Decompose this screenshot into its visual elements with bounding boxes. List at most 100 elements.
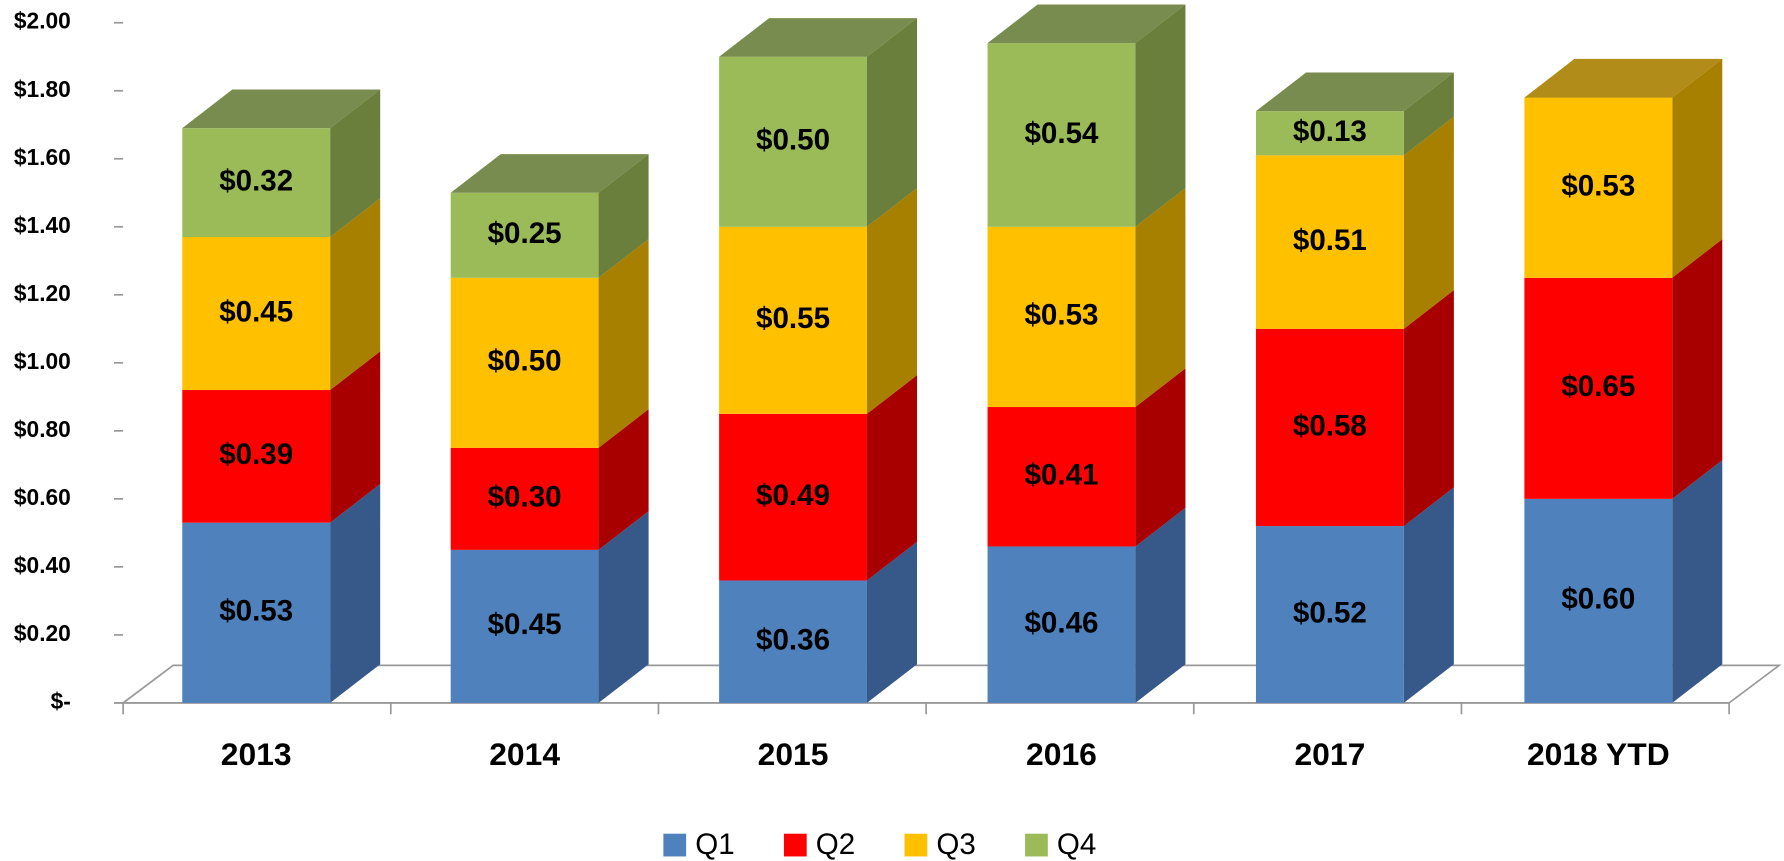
bar — [182, 522, 331, 703]
value-label: $0.65 — [1561, 370, 1635, 403]
bar — [987, 226, 1136, 408]
y-tick-label: $0.20 — [14, 620, 71, 646]
bar-side — [598, 154, 649, 278]
legend-label: Q4 — [1057, 828, 1096, 861]
bar-side — [1403, 116, 1454, 329]
bar — [1524, 498, 1673, 703]
legend-swatch — [904, 833, 928, 857]
bar-side — [866, 541, 918, 703]
bar-top — [1524, 58, 1723, 98]
bar — [987, 407, 1136, 547]
bar — [182, 128, 331, 237]
bar — [450, 277, 599, 448]
value-label: $0.45 — [219, 295, 293, 328]
bar-side — [1403, 72, 1454, 156]
bar-side — [866, 375, 918, 581]
value-label: $0.41 — [1024, 459, 1098, 492]
legend-label: Q1 — [695, 828, 734, 861]
y-tick-label: $1.00 — [14, 348, 71, 374]
bar-side — [330, 351, 381, 523]
bar-side — [866, 18, 918, 227]
bar — [182, 236, 331, 391]
x-tick-label: 2015 — [758, 736, 829, 772]
bar-side — [1135, 4, 1186, 227]
legend-swatch — [783, 833, 807, 857]
bar-side — [1135, 507, 1186, 703]
value-label: $0.60 — [1561, 583, 1635, 616]
bar — [450, 192, 599, 278]
value-label: $0.50 — [488, 345, 562, 378]
y-tick-label: $1.40 — [14, 212, 71, 238]
value-label: $0.46 — [1024, 606, 1098, 639]
value-label: $0.55 — [756, 302, 830, 335]
bar-side — [1135, 368, 1186, 547]
value-label: $0.32 — [219, 164, 293, 197]
bar — [1524, 97, 1673, 278]
y-tick-label: $- — [51, 688, 71, 714]
y-tick-label: $1.20 — [14, 280, 71, 306]
bar-top — [450, 154, 649, 193]
bar-top — [1255, 72, 1454, 112]
bar — [987, 546, 1136, 703]
bar — [1524, 277, 1673, 499]
bar — [719, 580, 867, 703]
y-tick-label: $1.60 — [14, 144, 71, 170]
y-tick-label: $2.00 — [14, 8, 71, 34]
value-label: $0.51 — [1293, 224, 1367, 257]
value-label: $0.36 — [756, 624, 830, 657]
bar — [1255, 328, 1404, 527]
y-tick-label: $1.80 — [14, 76, 71, 102]
bar-side — [866, 188, 918, 414]
bar — [450, 447, 599, 550]
bar-side — [598, 409, 649, 550]
bar-side — [598, 239, 649, 448]
value-label: $0.53 — [1024, 299, 1098, 332]
value-label: $0.13 — [1293, 115, 1367, 148]
x-tick-label: 2014 — [489, 736, 560, 772]
bar — [719, 413, 867, 581]
legend-swatch — [663, 833, 687, 857]
bar-side — [1403, 290, 1454, 527]
bar-side — [598, 511, 649, 703]
legend-label: Q2 — [816, 828, 855, 861]
value-label: $0.30 — [488, 481, 562, 514]
x-tick-label: 2018 YTD — [1527, 736, 1670, 772]
bar — [450, 549, 599, 703]
y-tick-label: $0.80 — [14, 416, 71, 442]
value-label: $0.50 — [756, 124, 830, 157]
x-tick-label: 2016 — [1026, 736, 1097, 772]
x-tick-label: 2013 — [221, 736, 292, 772]
bar — [719, 226, 867, 414]
value-label: $0.53 — [219, 595, 293, 628]
value-label: $0.53 — [1561, 169, 1635, 202]
bar-side — [1672, 460, 1723, 703]
x-tick-label: 2017 — [1294, 736, 1365, 772]
bar-side — [1403, 487, 1454, 703]
legend-label: Q3 — [936, 828, 975, 861]
bar-side — [1672, 239, 1723, 499]
legend-swatch — [1025, 833, 1048, 857]
bar — [1255, 526, 1404, 703]
bar — [719, 56, 867, 227]
bar-side — [1135, 188, 1186, 408]
bar-side — [330, 198, 381, 391]
value-label: $0.58 — [1293, 409, 1367, 442]
bar-top — [182, 89, 381, 129]
bar — [182, 390, 331, 523]
value-label: $0.45 — [488, 608, 562, 641]
value-label: $0.25 — [488, 217, 562, 250]
value-label: $0.52 — [1293, 596, 1367, 629]
y-tick-label: $0.60 — [14, 484, 71, 510]
bar-side — [1672, 58, 1723, 278]
bar-top — [987, 4, 1186, 44]
value-label: $0.39 — [219, 438, 293, 471]
value-label: $0.49 — [756, 479, 830, 512]
y-tick-label: $0.40 — [14, 552, 71, 578]
bar — [1255, 111, 1404, 156]
bar — [987, 43, 1136, 227]
bar — [1255, 155, 1404, 329]
value-label: $0.54 — [1024, 117, 1099, 150]
bar-top — [719, 18, 918, 57]
